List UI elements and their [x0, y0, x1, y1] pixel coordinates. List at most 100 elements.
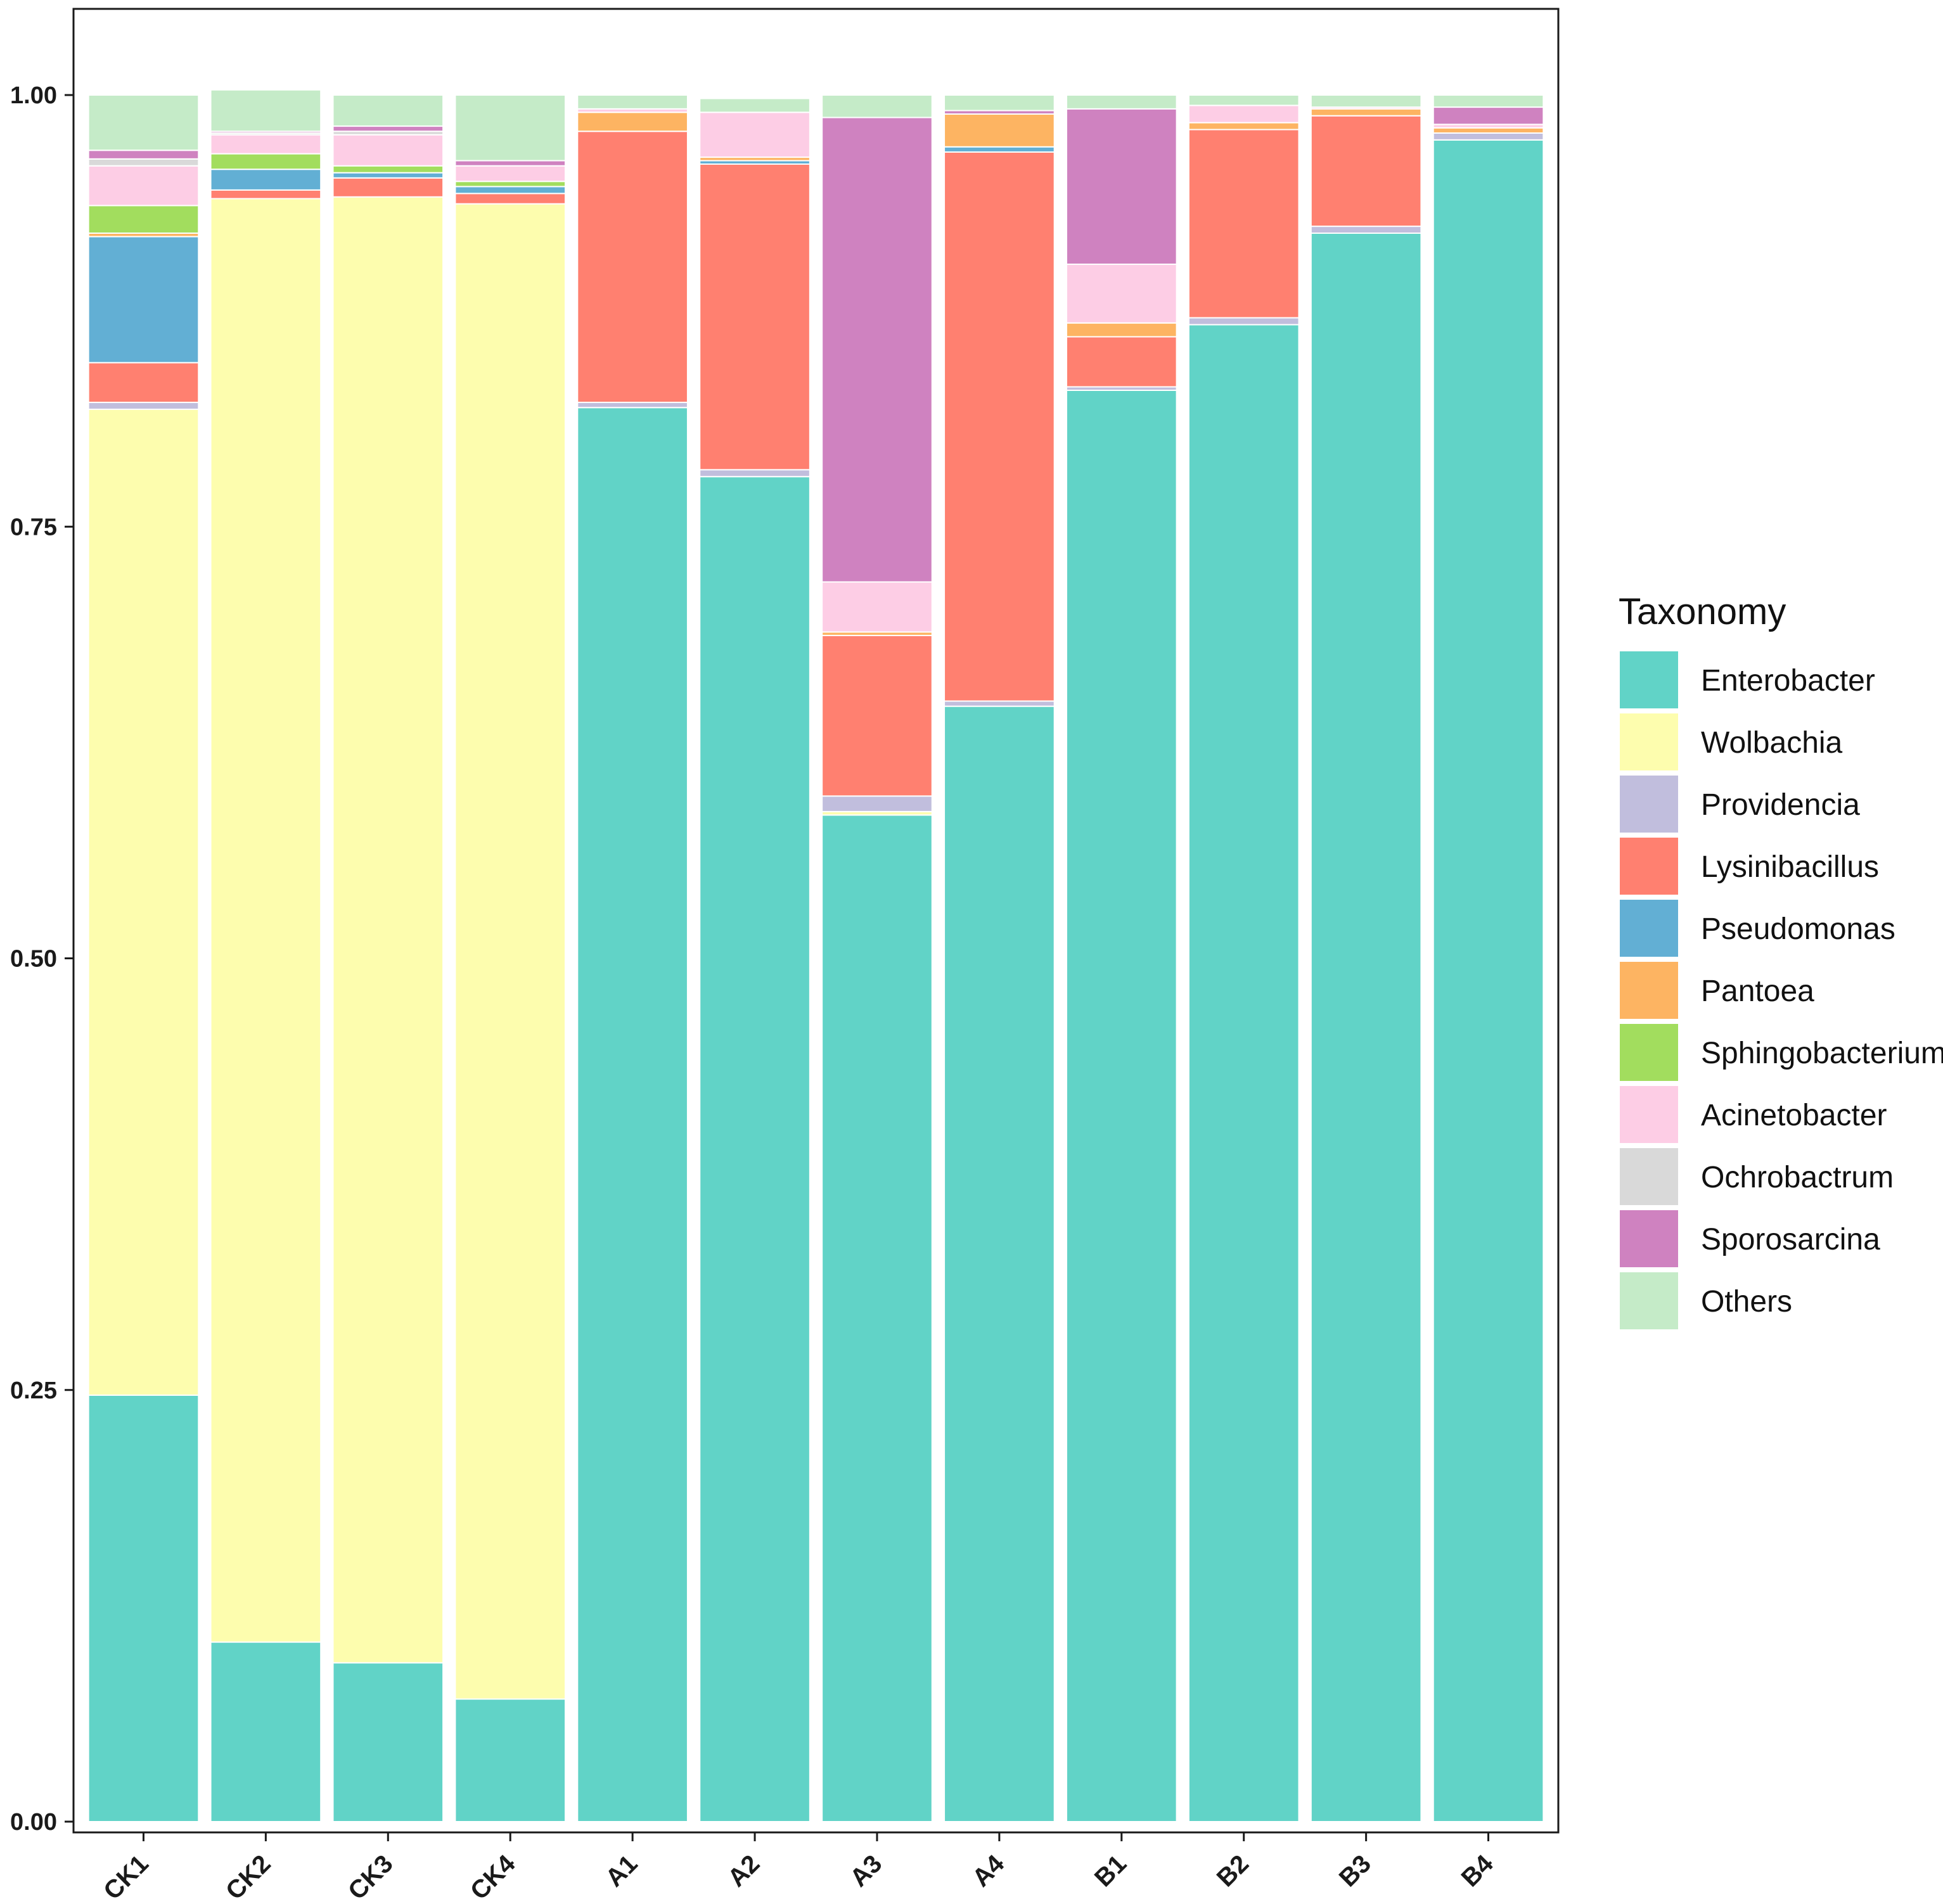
bar-segment-ck4-pseudomonas [454, 186, 567, 195]
bar-segment-ck3-enterobacter [332, 1662, 444, 1823]
bar-stack-ck3 [332, 94, 444, 1823]
bar-segment-a2-providencia [699, 469, 811, 478]
legend-label-ochrobactrum: Ochrobactrum [1701, 1161, 1894, 1194]
bar-stack-a2 [699, 98, 811, 1822]
bar-segment-ck3-others [332, 94, 444, 127]
bar-stack-ck4 [454, 94, 567, 1823]
bar-segment-ck2-wolbachia [210, 198, 322, 1643]
legend-label-sporosarcina: Sporosarcina [1701, 1223, 1880, 1256]
bar-stack-a4 [944, 94, 1055, 1822]
bar-segment-ck1-enterobacter [87, 1394, 200, 1822]
bar-segment-b2-others [1188, 94, 1300, 106]
bar-segment-ck3-sporosarcina [332, 125, 444, 132]
x-tick-label-b1: B1 [1089, 1850, 1132, 1892]
bar-segment-a4-others [944, 94, 1055, 112]
bar-segment-a4-enterobacter [944, 705, 1055, 1822]
bar-segment-b1-pantoea [1065, 322, 1177, 338]
legend-label-lysinibacillus: Lysinibacillus [1701, 850, 1879, 884]
bar-segment-b4-others [1432, 94, 1544, 108]
bar-segment-a1-enterobacter [577, 407, 688, 1822]
bar-segment-b1-acinetobacter [1065, 264, 1177, 324]
legend-key-sphingobacterium [1620, 1024, 1678, 1081]
bar-segment-ck1-acinetobacter [87, 165, 200, 207]
bar-segment-a2-acinetobacter [699, 112, 811, 158]
bar-segment-ck4-lysinibacillus [454, 193, 567, 205]
bar-stack-b3 [1310, 94, 1422, 1822]
legend-key-ochrobactrum [1620, 1148, 1678, 1205]
legend-label-enterobacter: Enterobacter [1701, 664, 1875, 698]
bar-segment-b2-lysinibacillus [1188, 129, 1300, 319]
bar-stack-ck2 [210, 89, 322, 1823]
bar-segment-a4-lysinibacillus [944, 151, 1055, 702]
y-tick-label: 0.75 [10, 514, 57, 540]
bar-segment-ck3-acinetobacter [332, 134, 444, 167]
bar-segment-a2-enterobacter [699, 476, 811, 1822]
bar-segment-a3-others [821, 94, 933, 118]
bar-segment-ck4-sporosarcina [454, 160, 567, 167]
bar-segment-ck4-acinetobacter [454, 165, 567, 182]
x-tick-label-a1: A1 [600, 1850, 643, 1892]
legend-label-others: Others [1701, 1285, 1792, 1319]
bar-segment-ck1-wolbachia [87, 408, 200, 1396]
legend-key-wolbachia [1620, 713, 1678, 770]
bar-segment-b1-others [1065, 94, 1177, 110]
legend-label-acinetobacter: Acinetobacter [1701, 1099, 1887, 1132]
x-tick-label-b4: B4 [1456, 1850, 1499, 1893]
bar-stack-b4 [1432, 94, 1544, 1822]
bar-segment-a1-lysinibacillus [577, 131, 688, 404]
bar-stack-a3 [821, 94, 933, 1822]
x-tick-label-b3: B3 [1334, 1850, 1376, 1892]
bar-segment-ck2-enterobacter [210, 1641, 322, 1823]
bars-layer [87, 89, 1544, 1823]
bar-segment-ck1-sporosarcina [87, 150, 200, 160]
bar-segment-ck3-sphingobacterium [332, 165, 444, 174]
bar-segment-a3-providencia [821, 795, 933, 812]
legend-key-pseudomonas [1620, 900, 1678, 957]
bar-segment-b1-enterobacter [1065, 389, 1177, 1822]
bar-segment-ck4-others [454, 94, 567, 162]
bar-segment-ck1-lysinibacillus [87, 362, 200, 404]
bar-stack-ck1 [87, 94, 200, 1822]
x-tick-label-ck3: CK3 [343, 1850, 399, 1904]
x-tick-label-ck2: CK2 [221, 1850, 276, 1904]
bar-segment-a2-lysinibacillus [699, 163, 811, 471]
bar-segment-ck3-pseudomonas [332, 172, 444, 179]
bar-stack-a1 [577, 94, 688, 1822]
y-tick-label: 0.00 [10, 1809, 57, 1836]
legend-label-providencia: Providencia [1701, 788, 1860, 822]
bar-segment-ck1-providencia [87, 402, 200, 410]
legend-key-others [1620, 1272, 1678, 1329]
bar-segment-b4-providencia [1432, 132, 1544, 141]
x-axis: CK1 CK2 CK3 CK4 A1 A2 A3 A4 B1 B2 B3 B4 [98, 1832, 1499, 1904]
bar-segment-a3-lysinibacillus [821, 634, 933, 797]
bar-segment-a1-providencia [577, 402, 688, 409]
bar-stack-b2 [1188, 94, 1300, 1823]
x-tick-label-a2: A2 [722, 1850, 765, 1892]
bar-segment-a3-acinetobacter [821, 581, 933, 633]
bar-segment-b3-others [1310, 94, 1422, 108]
bar-segment-a1-pantoea [577, 112, 688, 132]
bar-segment-b2-pantoea [1188, 122, 1300, 131]
y-tick-label: 1.00 [10, 82, 57, 109]
bar-segment-b3-pantoea [1310, 108, 1422, 117]
bar-segment-a4-pantoea [944, 113, 1055, 148]
bar-segment-b1-sporosarcina [1065, 108, 1177, 265]
bar-segment-ck2-others [210, 89, 322, 132]
x-tick-label-a3: A3 [845, 1850, 887, 1892]
x-tick-label-b2: B2 [1212, 1850, 1254, 1892]
y-axis: 0.00 0.25 0.50 0.75 1.00 [10, 82, 74, 1836]
x-tick-label-ck1: CK1 [98, 1850, 154, 1904]
bar-segment-ck3-wolbachia [332, 196, 444, 1664]
bar-segment-ck2-sphingobacterium [210, 153, 322, 170]
bar-segment-ck4-sphingobacterium [454, 181, 567, 188]
bar-segment-ck2-acinetobacter [210, 134, 322, 155]
bar-stack-b1 [1065, 94, 1177, 1822]
bar-segment-ck2-pseudomonas [210, 169, 322, 191]
legend-label-pantoea: Pantoea [1701, 974, 1814, 1008]
legend-key-lysinibacillus [1620, 838, 1678, 895]
bar-segment-b4-sporosarcina [1432, 106, 1544, 125]
y-tick-label: 0.50 [10, 946, 57, 973]
bar-segment-a3-enterobacter [821, 814, 933, 1822]
bar-segment-ck1-others [87, 94, 200, 151]
